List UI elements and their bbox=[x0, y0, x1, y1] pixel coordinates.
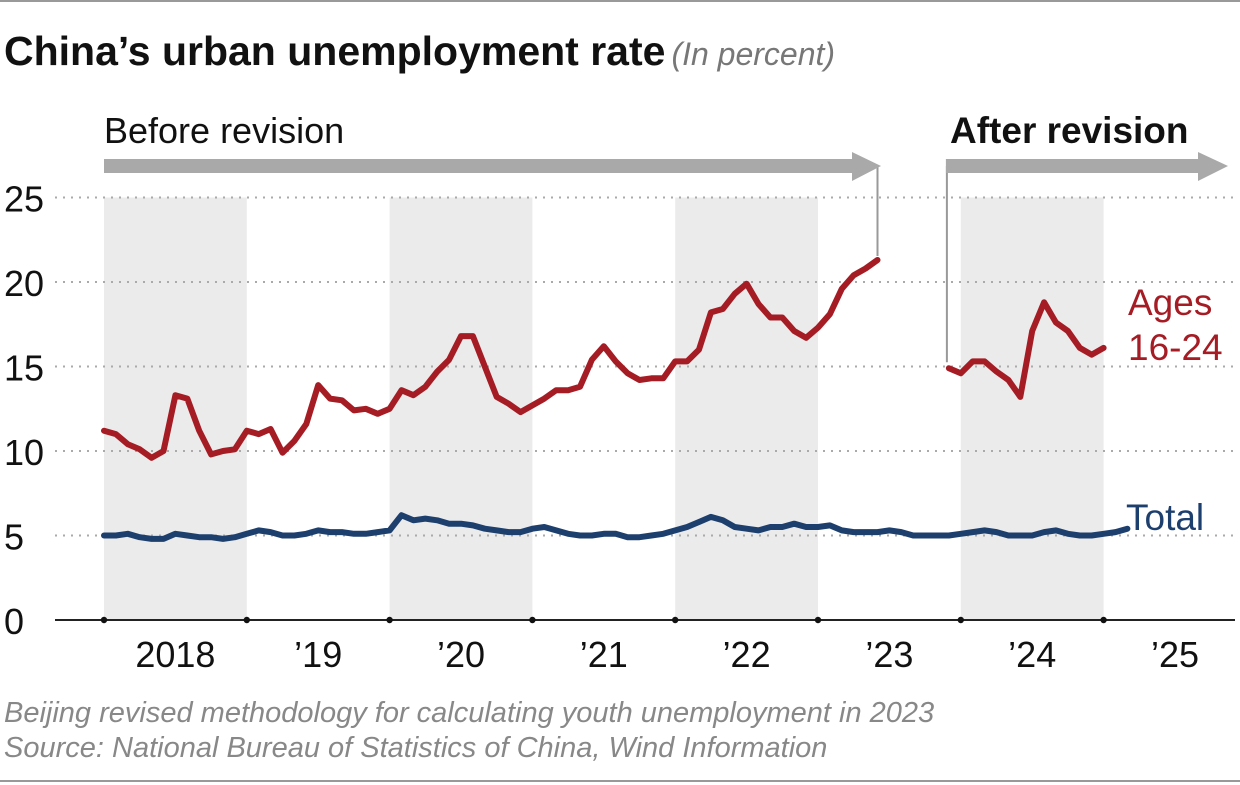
x-tick-label-2023: ’23 bbox=[865, 634, 913, 675]
x-tick-dot-2020 bbox=[386, 616, 393, 624]
x-tick-dot-2022 bbox=[672, 616, 679, 624]
top-rule bbox=[0, 0, 1240, 2]
chart-title-text: China’s urban unemployment rate bbox=[4, 28, 666, 74]
x-tick-label-2019: ’19 bbox=[294, 634, 342, 675]
line-chart: 0 5 10 15 20 25 2018 ’19 ’20 ’21 ’22 ’23 ’24 ’25 Befor… bbox=[4, 110, 1235, 675]
source-note: Source: National Bureau of Statistics of… bbox=[4, 732, 828, 764]
series-line-2 bbox=[101, 512, 1131, 542]
after-arrow-head bbox=[1198, 152, 1228, 181]
series-label-ages: Ages bbox=[1128, 282, 1212, 323]
after-arrow-shaft bbox=[945, 159, 1202, 173]
x-tick-dot-2018 bbox=[100, 616, 108, 624]
x-tick-dot-2023 bbox=[814, 616, 822, 624]
x-tick-dot-2024 bbox=[957, 616, 964, 624]
y-tick-label-25: 25 bbox=[4, 179, 44, 220]
bottom-rule bbox=[0, 780, 1240, 782]
series-label-16-24: 16-24 bbox=[1128, 327, 1223, 368]
x-tick-label-2020: ’20 bbox=[437, 634, 485, 675]
x-tick-label-2018: 2018 bbox=[135, 634, 215, 675]
y-tick-label-15: 15 bbox=[4, 348, 44, 389]
y-tick-label-0: 0 bbox=[4, 601, 24, 642]
x-tick-dot-2019 bbox=[243, 616, 250, 624]
series-line-0 bbox=[101, 257, 881, 461]
before-arrow-shaft bbox=[104, 159, 856, 173]
footnote: Beijing revised methodology for calculat… bbox=[4, 697, 935, 729]
series-label-total: Total bbox=[1126, 497, 1204, 538]
year-band-2020 bbox=[389, 197, 533, 620]
before-arrow-head bbox=[852, 152, 881, 181]
after-revision-label: After revision bbox=[950, 110, 1189, 151]
chart-title: China’s urban unemployment rate (In perce… bbox=[4, 28, 835, 75]
x-tick-label-2022: ’22 bbox=[723, 634, 771, 675]
y-tick-label-10: 10 bbox=[4, 432, 44, 473]
y-tick-label-20: 20 bbox=[4, 263, 44, 304]
x-tick-label-2025: ’25 bbox=[1151, 634, 1199, 675]
x-tick-label-2024: ’24 bbox=[1008, 634, 1056, 675]
before-revision-label: Before revision bbox=[104, 110, 344, 151]
year-band-2022 bbox=[675, 197, 818, 620]
x-tick-label-2021: ’21 bbox=[580, 634, 628, 675]
series-line-1 bbox=[945, 299, 1107, 400]
x-tick-dot-2021 bbox=[529, 616, 536, 624]
x-tick-dot-2025 bbox=[1100, 616, 1107, 624]
year-band-2024 bbox=[960, 197, 1104, 620]
y-tick-label-5: 5 bbox=[4, 517, 24, 558]
chart-subtitle: (In percent) bbox=[671, 36, 836, 72]
chart-footer: Beijing revised methodology for calculat… bbox=[4, 696, 934, 766]
